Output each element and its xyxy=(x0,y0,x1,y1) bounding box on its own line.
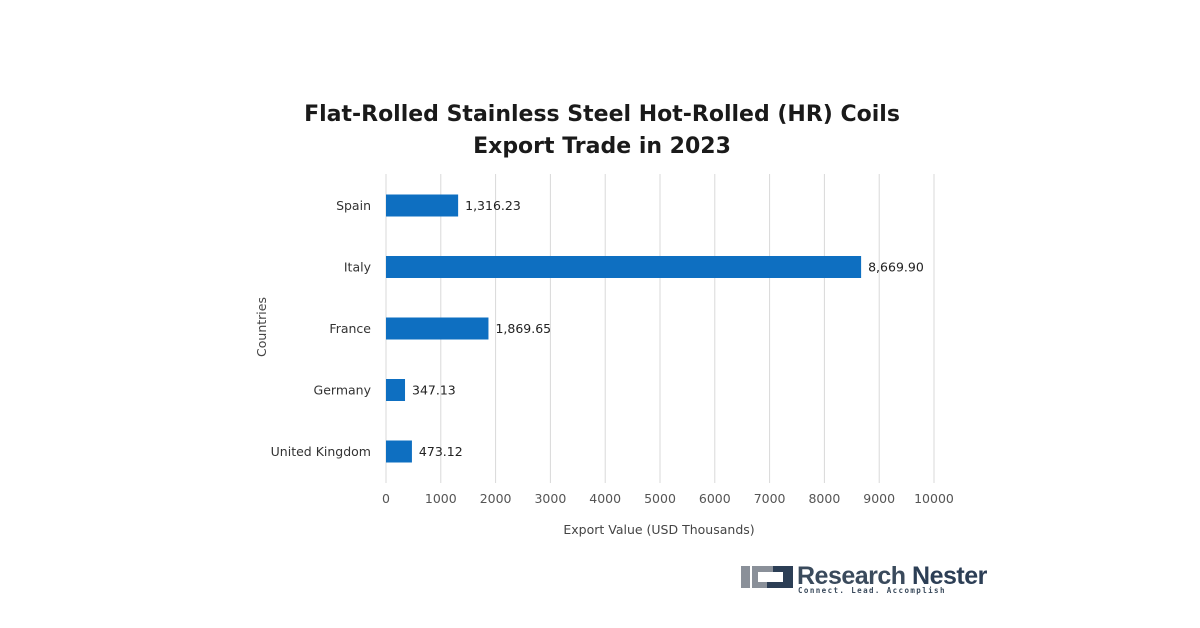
x-tick-label: 10000 xyxy=(914,491,954,506)
data-labels: 1,316.23 8,669.90 1,869.65 347.13 473.12 xyxy=(412,198,924,459)
y-axis-title: Countries xyxy=(254,297,269,357)
x-tick-label: 9000 xyxy=(863,491,895,506)
x-tick-label: 0 xyxy=(382,491,390,506)
category-label: Italy xyxy=(344,260,372,275)
data-label: 8,669.90 xyxy=(868,260,924,275)
brand-name: Research Nester xyxy=(797,562,988,590)
x-tick-label: 2000 xyxy=(480,491,512,506)
bar-italy xyxy=(386,256,862,278)
category-label: United Kingdom xyxy=(271,444,371,459)
bar-france xyxy=(386,317,489,340)
research-nester-logo-icon xyxy=(741,566,793,588)
bar-united-kingdom xyxy=(386,440,412,463)
bar-germany xyxy=(386,379,406,401)
brand-name-part-2: Nester xyxy=(912,562,988,590)
x-tick-label: 8000 xyxy=(808,491,840,506)
chart-title-line-1: Flat-Rolled Stainless Steel Hot-Rolled (… xyxy=(304,102,900,127)
data-label: 1,869.65 xyxy=(495,321,551,336)
data-label: 1,316.23 xyxy=(465,198,521,213)
x-tick-label: 3000 xyxy=(534,491,566,506)
category-label: Germany xyxy=(314,383,372,398)
x-tick-label: 7000 xyxy=(754,491,786,506)
category-label: Spain xyxy=(336,198,371,213)
category-labels: Spain Italy France Germany United Kingdom xyxy=(271,198,372,459)
gridlines xyxy=(385,174,935,483)
brand-logo: Research Nester Connect. Lead. Accomplis… xyxy=(741,562,988,595)
brand-tagline: Connect. Lead. Accomplish xyxy=(798,586,946,595)
x-tick-label: 1000 xyxy=(425,491,457,506)
chart-title-line-2: Export Trade in 2023 xyxy=(473,134,731,159)
chart-title: Flat-Rolled Stainless Steel Hot-Rolled (… xyxy=(304,102,900,159)
x-tick-labels: 0 1000 2000 3000 4000 5000 6000 7000 8000 9000 100… xyxy=(382,491,954,506)
data-label: 473.12 xyxy=(419,444,463,459)
data-label: 347.13 xyxy=(412,383,456,398)
x-tick-label: 5000 xyxy=(644,491,676,506)
brand-name-part-1: Research xyxy=(797,562,912,590)
bar-spain xyxy=(386,194,459,217)
x-tick-label: 6000 xyxy=(699,491,731,506)
bars xyxy=(386,194,862,463)
category-label: France xyxy=(329,321,371,336)
x-tick-label: 4000 xyxy=(589,491,621,506)
x-axis-title: Export Value (USD Thousands) xyxy=(563,522,754,537)
